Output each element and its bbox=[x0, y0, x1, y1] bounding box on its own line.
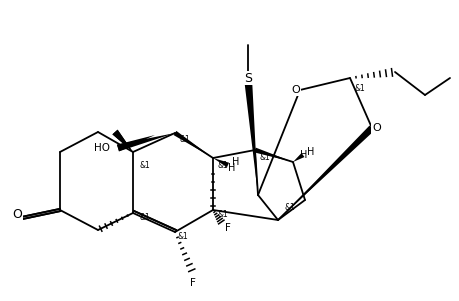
Text: H: H bbox=[228, 163, 235, 173]
Text: &1: &1 bbox=[178, 232, 188, 241]
Text: H: H bbox=[306, 147, 313, 157]
Text: &1: &1 bbox=[259, 153, 270, 162]
Polygon shape bbox=[277, 126, 374, 220]
Text: &1: &1 bbox=[140, 213, 151, 222]
Text: &1: &1 bbox=[218, 210, 228, 219]
Text: &1: &1 bbox=[179, 135, 190, 144]
Text: HO: HO bbox=[92, 143, 108, 153]
Text: O: O bbox=[291, 85, 299, 95]
Polygon shape bbox=[117, 133, 174, 151]
Polygon shape bbox=[254, 147, 292, 162]
Text: O: O bbox=[12, 209, 22, 222]
Text: HO: HO bbox=[94, 143, 110, 153]
Polygon shape bbox=[213, 158, 229, 167]
Polygon shape bbox=[292, 153, 304, 162]
Text: &1: &1 bbox=[218, 160, 228, 169]
Polygon shape bbox=[112, 130, 133, 152]
Text: S: S bbox=[243, 72, 252, 85]
Text: F: F bbox=[190, 278, 196, 288]
Polygon shape bbox=[112, 130, 133, 152]
Text: O: O bbox=[371, 123, 380, 133]
Text: &1: &1 bbox=[285, 203, 295, 213]
Text: &1: &1 bbox=[140, 160, 151, 169]
Text: F: F bbox=[224, 223, 230, 233]
Polygon shape bbox=[173, 131, 213, 158]
Text: &1: &1 bbox=[354, 83, 365, 92]
Text: H: H bbox=[231, 157, 239, 167]
Text: H: H bbox=[299, 150, 307, 160]
Polygon shape bbox=[117, 135, 155, 151]
Polygon shape bbox=[243, 78, 257, 195]
